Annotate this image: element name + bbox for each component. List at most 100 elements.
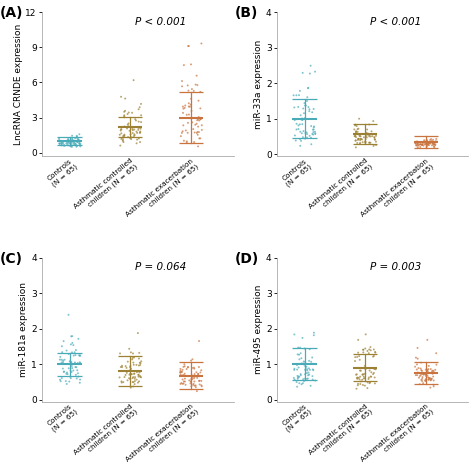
Point xyxy=(131,375,138,383)
Point xyxy=(418,366,425,374)
Point xyxy=(362,370,369,377)
Point xyxy=(56,140,64,147)
Point xyxy=(137,111,145,119)
Point xyxy=(129,378,137,386)
Point xyxy=(425,139,432,146)
Point xyxy=(420,371,428,378)
Point xyxy=(71,359,79,366)
Point xyxy=(429,367,437,374)
Point xyxy=(177,380,184,388)
Point xyxy=(71,348,78,356)
Point xyxy=(423,143,430,151)
Point xyxy=(71,139,78,146)
Point xyxy=(309,130,316,137)
Point xyxy=(72,140,79,148)
Point xyxy=(179,109,187,117)
Point xyxy=(136,359,144,366)
Point xyxy=(354,139,361,147)
Point xyxy=(427,376,435,384)
Point xyxy=(357,135,365,143)
Point xyxy=(64,136,72,143)
Point xyxy=(367,133,374,140)
Point xyxy=(298,381,305,388)
Point xyxy=(362,138,370,146)
Point xyxy=(413,140,421,148)
Point xyxy=(425,374,433,382)
Point xyxy=(297,111,304,119)
Point xyxy=(127,384,135,392)
Point xyxy=(428,137,436,145)
Point xyxy=(60,337,67,345)
Point xyxy=(299,133,307,141)
Point xyxy=(303,365,311,373)
Point xyxy=(137,357,145,365)
Point xyxy=(131,115,139,123)
Point xyxy=(65,139,73,146)
Point xyxy=(291,366,298,374)
Point xyxy=(311,130,319,138)
Point xyxy=(129,350,137,357)
Point xyxy=(63,138,70,146)
Point xyxy=(67,359,74,366)
Point xyxy=(117,142,124,149)
Point xyxy=(117,93,125,100)
Point xyxy=(358,376,366,383)
Point xyxy=(299,69,307,77)
Point xyxy=(136,349,143,356)
Point xyxy=(74,373,82,380)
Point xyxy=(131,380,138,388)
Point xyxy=(364,347,371,355)
Point xyxy=(190,380,197,388)
Point xyxy=(67,341,75,348)
Text: P < 0.001: P < 0.001 xyxy=(370,17,421,27)
Point xyxy=(128,370,135,378)
Text: P = 0.003: P = 0.003 xyxy=(370,262,421,272)
Point xyxy=(189,372,196,379)
Point xyxy=(352,121,359,128)
Point xyxy=(193,117,201,124)
Point xyxy=(357,133,365,140)
Point xyxy=(193,387,201,395)
Point xyxy=(72,135,79,142)
Point xyxy=(56,356,64,364)
Point xyxy=(66,140,74,147)
Point xyxy=(414,139,422,147)
Point xyxy=(429,140,437,148)
Point xyxy=(365,349,373,357)
Point xyxy=(372,132,380,140)
Point xyxy=(310,123,318,130)
Point xyxy=(415,365,422,372)
Point xyxy=(429,370,437,377)
Point xyxy=(196,377,203,384)
Point xyxy=(72,140,79,148)
Point xyxy=(74,137,82,144)
Point xyxy=(424,336,431,344)
Point xyxy=(352,133,360,141)
Point xyxy=(192,368,200,376)
Point xyxy=(365,131,373,139)
Point xyxy=(363,129,370,137)
Point xyxy=(423,140,431,148)
Point xyxy=(306,366,314,374)
Point xyxy=(64,370,72,378)
Point xyxy=(184,364,192,371)
Point xyxy=(424,141,432,149)
Point xyxy=(68,348,76,356)
Point xyxy=(129,383,137,390)
Point xyxy=(74,335,82,343)
Point xyxy=(136,103,144,111)
Point xyxy=(291,376,299,383)
Point xyxy=(73,133,81,140)
Point xyxy=(193,129,201,137)
Point xyxy=(58,356,65,364)
Point xyxy=(185,377,193,384)
Point xyxy=(137,361,144,369)
Point xyxy=(421,140,428,148)
Point xyxy=(372,349,379,356)
Point xyxy=(366,139,374,146)
Point xyxy=(197,116,204,123)
Point xyxy=(355,349,362,356)
Point xyxy=(55,135,63,142)
Point xyxy=(192,383,200,391)
Point xyxy=(183,137,191,145)
